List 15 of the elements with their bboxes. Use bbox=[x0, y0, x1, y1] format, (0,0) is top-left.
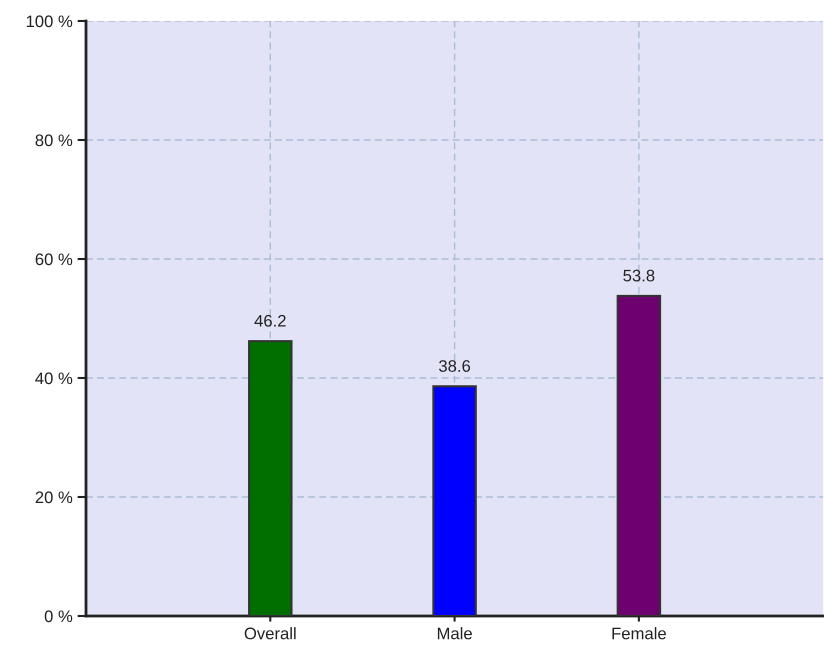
y-tick-label: 100 % bbox=[26, 15, 72, 28]
y-tick-label: 80 % bbox=[36, 134, 72, 146]
bar bbox=[616, 294, 662, 616]
y-tick-label: 60 % bbox=[36, 253, 72, 266]
x-tick-label: Female bbox=[612, 627, 666, 640]
y-tick-label: 20 % bbox=[36, 491, 72, 504]
y-tick-label: 40 % bbox=[35, 372, 72, 384]
x-tick-label: Male bbox=[438, 627, 472, 640]
x-tick-label: Overall bbox=[244, 627, 296, 640]
bar bbox=[248, 340, 293, 616]
data-label: 38.6 bbox=[439, 360, 470, 372]
bar bbox=[432, 385, 477, 616]
y-tick-label: 0 % bbox=[44, 610, 72, 622]
data-label: 46.2 bbox=[254, 314, 286, 327]
data-label: 53.8 bbox=[623, 270, 654, 282]
